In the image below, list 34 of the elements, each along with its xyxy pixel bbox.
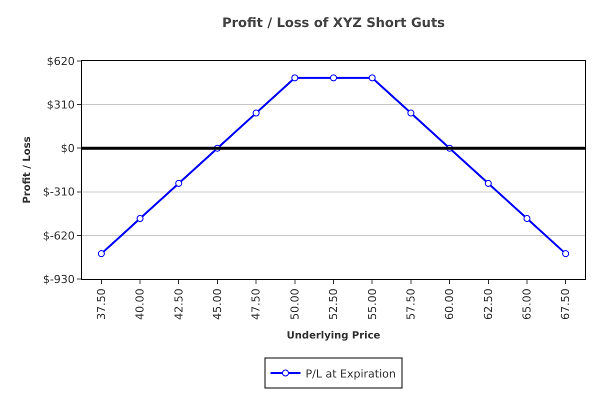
point [484,180,492,187]
point [330,74,337,82]
x-tick-label: 57.50 [404,288,418,320]
x-tick-label: 60.00 [443,288,456,320]
point [252,110,260,117]
point [562,250,570,258]
point [291,74,298,82]
x-tick-label: 40.00 [134,288,147,320]
x-tick-label: 45.00 [210,288,224,320]
point [98,250,105,258]
point [523,215,530,222]
y-tick-label: $0 [60,142,75,156]
x-tick-label: 52.50 [327,288,340,320]
y-tick-label: $-930 [42,272,75,286]
x-tick-label: 47.50 [250,288,263,320]
point [136,215,144,222]
x-tick-label: 62.50 [482,288,495,320]
point [175,180,182,187]
point [407,110,414,117]
x-tick-label: 42.50 [172,288,186,320]
x-tick-label: 50.00 [288,288,302,320]
x-axis-title: Underlying Price [286,330,381,342]
y-tick-label: $620 [46,54,75,68]
legend-label: P/L at Expiration [306,367,396,380]
chart-title: Profit / Loss of XYZ Short Guts [222,16,446,32]
x-tick-label: 65.00 [520,288,534,320]
point [368,74,376,82]
y-tick-label: $-620 [42,229,75,242]
x-tick-label: 37.50 [94,288,108,320]
y-tick-label: $310 [46,98,75,112]
x-tick-label: 55.00 [366,288,379,320]
y-tick-label: $-310 [42,186,75,199]
x-tick-label: 67.50 [559,288,572,320]
y-axis-title: Profit / Loss [22,136,33,204]
